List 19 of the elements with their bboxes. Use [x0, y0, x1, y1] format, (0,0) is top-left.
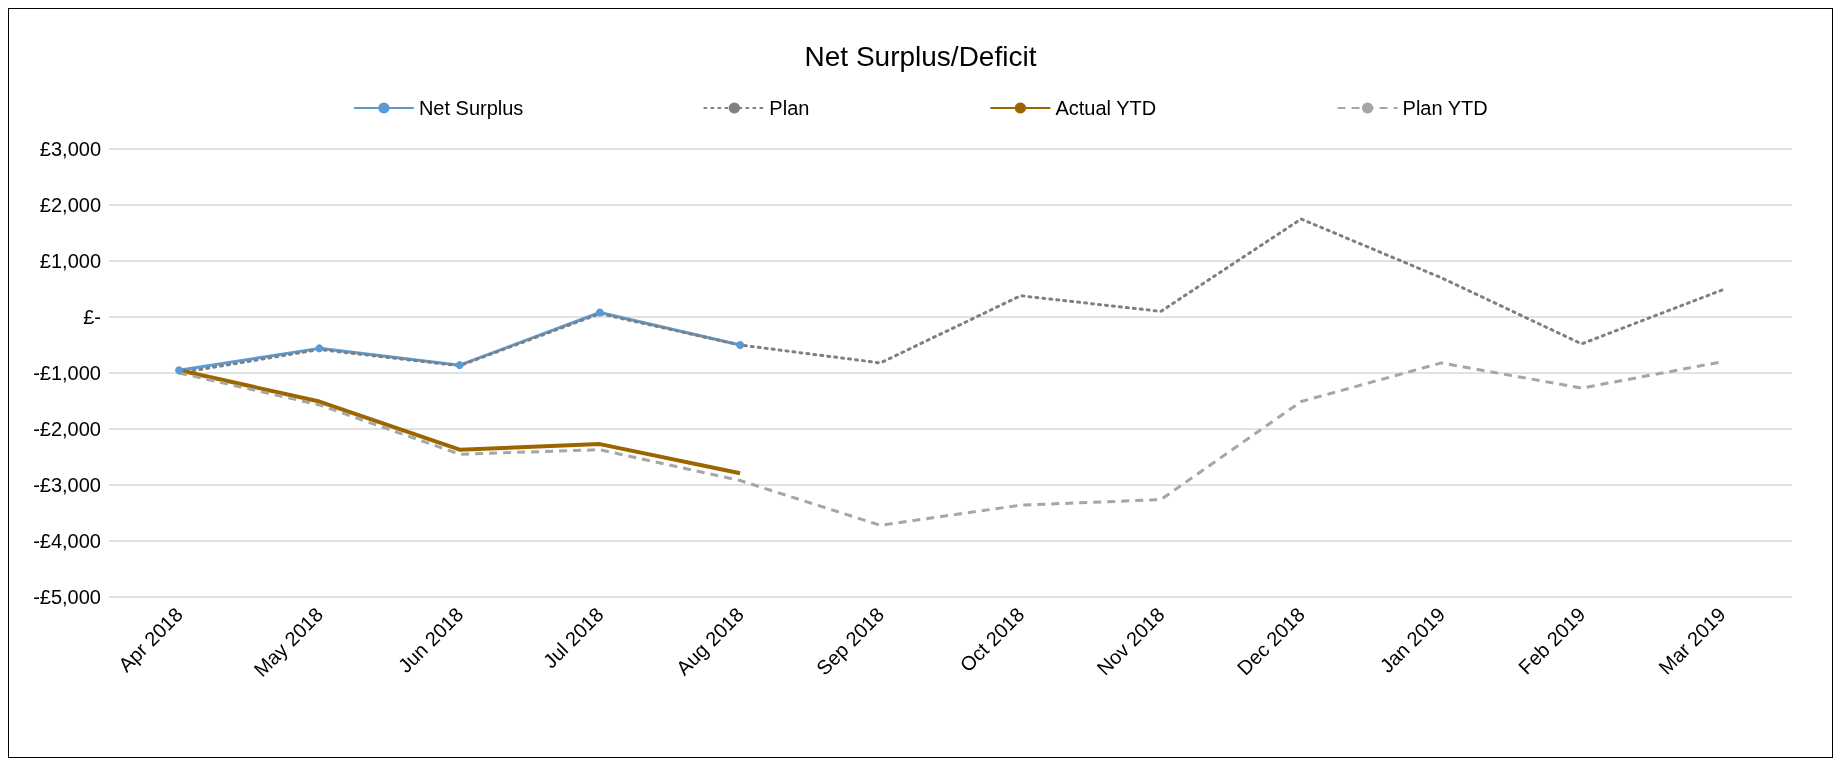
- legend-label: Actual YTD: [1055, 97, 1157, 119]
- point: [455, 361, 464, 370]
- y-tick-label: -£4,000: [33, 530, 101, 552]
- point: [736, 341, 745, 349]
- point: [595, 308, 604, 317]
- point: [315, 344, 324, 353]
- legend-label: Net Surplus: [418, 97, 524, 119]
- y-tick-label: -£1,000: [33, 362, 101, 384]
- legend-label: Plan: [769, 97, 810, 119]
- point: [175, 366, 184, 375]
- y-tick-label: £3,000: [39, 138, 101, 160]
- y-tick-label: £2,000: [39, 194, 101, 216]
- y-tick-label: £-: [83, 306, 101, 328]
- legend-label: Plan YTD: [1402, 97, 1488, 119]
- y-tick-label: -£3,000: [33, 474, 101, 496]
- y-tick-label: -£2,000: [33, 418, 101, 440]
- y-tick-label: -£5,000: [33, 586, 101, 608]
- chart-title: Net Surplus/Deficit: [804, 40, 1037, 72]
- y-tick-label: £1,000: [39, 250, 101, 272]
